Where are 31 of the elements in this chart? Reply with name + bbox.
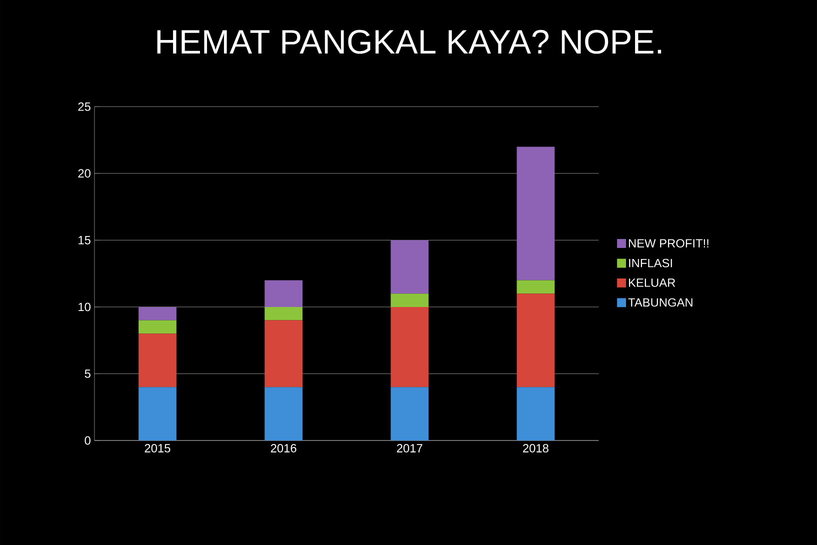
legend-label: TABUNGAN [628,298,692,307]
legend-label: KELUAR [628,278,676,287]
x-tick-label: 2015 [144,444,170,452]
bar [138,306,176,320]
bar [390,240,429,294]
bar [516,280,555,294]
legend-label: NEW PROFIT!! [628,239,708,248]
y-tick-label: 0 [84,436,90,445]
bar [516,146,555,280]
bar [264,280,302,307]
bar [516,294,555,388]
bar [138,320,176,334]
bar [138,387,176,440]
legend-label: INFLASI [629,258,672,268]
bar [264,306,302,320]
bar [138,334,176,388]
bar [390,387,429,440]
bar [264,387,302,440]
y-tick-label: 5 [84,370,90,378]
bar [390,306,429,388]
x-tick-label: 2018 [523,444,548,452]
bar [390,294,429,307]
bar [264,320,302,388]
chart-title: HEMAT PANGKAL KAYA? NOPE. [157,30,662,54]
x-tick-label: 2017 [396,444,422,452]
y-tick-label: 10 [78,302,90,312]
y-tick-label: 15 [78,236,90,244]
x-tick-label: 2016 [270,444,296,452]
y-tick-label: 20 [78,169,90,178]
y-tick-label: 25 [78,102,90,111]
bar [516,387,555,440]
